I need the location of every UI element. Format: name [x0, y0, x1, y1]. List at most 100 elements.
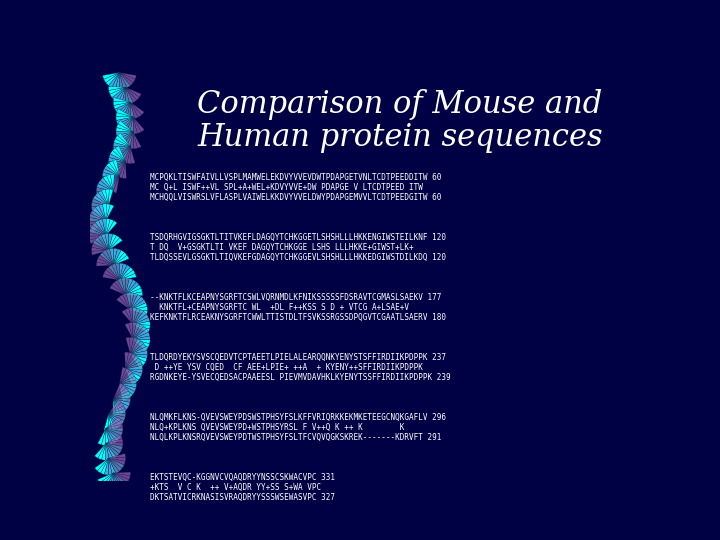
Wedge shape: [113, 102, 130, 105]
Wedge shape: [108, 414, 112, 430]
Wedge shape: [120, 380, 137, 384]
Wedge shape: [116, 131, 133, 136]
Wedge shape: [118, 87, 125, 104]
Wedge shape: [106, 428, 123, 432]
Wedge shape: [98, 235, 109, 251]
Wedge shape: [113, 248, 117, 265]
Wedge shape: [100, 191, 113, 205]
Wedge shape: [130, 293, 134, 310]
Wedge shape: [130, 296, 144, 310]
Wedge shape: [122, 132, 133, 147]
Wedge shape: [109, 161, 125, 169]
Wedge shape: [96, 262, 113, 266]
Wedge shape: [125, 285, 141, 295]
Wedge shape: [133, 326, 146, 340]
Wedge shape: [113, 399, 124, 414]
Wedge shape: [93, 195, 109, 206]
Wedge shape: [113, 473, 127, 486]
Wedge shape: [120, 265, 130, 280]
Wedge shape: [114, 280, 125, 295]
Wedge shape: [133, 318, 150, 325]
Wedge shape: [89, 214, 106, 221]
Wedge shape: [109, 248, 114, 265]
Wedge shape: [126, 293, 130, 310]
Wedge shape: [106, 473, 113, 489]
Wedge shape: [109, 189, 113, 206]
Wedge shape: [125, 308, 133, 325]
Wedge shape: [109, 414, 122, 427]
Wedge shape: [130, 147, 135, 164]
Wedge shape: [129, 308, 133, 325]
Wedge shape: [130, 338, 138, 354]
Wedge shape: [94, 206, 109, 217]
Wedge shape: [117, 117, 133, 124]
Wedge shape: [117, 124, 133, 132]
Wedge shape: [120, 376, 136, 384]
Wedge shape: [130, 343, 145, 354]
Wedge shape: [102, 204, 107, 221]
Wedge shape: [120, 273, 136, 280]
Wedge shape: [106, 443, 122, 450]
Wedge shape: [98, 191, 113, 202]
Wedge shape: [112, 148, 125, 161]
Wedge shape: [133, 323, 140, 340]
Wedge shape: [101, 234, 109, 251]
Wedge shape: [116, 117, 133, 120]
Wedge shape: [104, 72, 120, 83]
Wedge shape: [120, 367, 126, 384]
Wedge shape: [106, 428, 113, 445]
Wedge shape: [113, 473, 130, 480]
Wedge shape: [120, 72, 135, 83]
Text: D ++YE YSV CQED  CF AEE+LPIE+ ++A  + KYENY++SFFIRDIIKPDPPK: D ++YE YSV CQED CF AEE+LPIE+ ++A + KYENY…: [150, 363, 423, 372]
Wedge shape: [130, 354, 145, 366]
Wedge shape: [130, 341, 143, 354]
Wedge shape: [104, 414, 109, 430]
Wedge shape: [125, 278, 130, 295]
Wedge shape: [122, 87, 126, 104]
Wedge shape: [130, 354, 147, 362]
Wedge shape: [109, 161, 125, 165]
Wedge shape: [96, 184, 113, 191]
Wedge shape: [113, 399, 127, 412]
Wedge shape: [91, 210, 106, 221]
Wedge shape: [113, 249, 121, 265]
Wedge shape: [89, 221, 106, 225]
Wedge shape: [116, 127, 133, 132]
Wedge shape: [117, 117, 133, 127]
Wedge shape: [110, 174, 114, 191]
Wedge shape: [125, 359, 141, 369]
Wedge shape: [125, 87, 137, 103]
Wedge shape: [125, 292, 143, 296]
Wedge shape: [96, 191, 113, 195]
Wedge shape: [100, 178, 113, 191]
Wedge shape: [133, 329, 148, 340]
Wedge shape: [109, 458, 124, 468]
Wedge shape: [125, 366, 143, 369]
Wedge shape: [109, 409, 125, 414]
Wedge shape: [106, 219, 114, 235]
Wedge shape: [120, 373, 135, 384]
Wedge shape: [102, 443, 106, 460]
Text: KNKTFL+CEAPNYSGRFTC WL  +DL F++KSS S D + VTCG A+LSAE+V: KNKTFL+CEAPNYSGRFTC WL +DL F++KSS S D + …: [150, 303, 410, 312]
Wedge shape: [106, 204, 110, 221]
Wedge shape: [125, 279, 133, 295]
Wedge shape: [125, 369, 143, 373]
Wedge shape: [113, 98, 130, 102]
Wedge shape: [120, 72, 136, 79]
Wedge shape: [109, 458, 122, 471]
Text: NLQ+KPLKNS QVEVSWEYPD+WSTPHSYRSL F V++Q K ++ K        K: NLQ+KPLKNS QVEVSWEYPD+WSTPHSYRSL F V++Q …: [150, 423, 405, 432]
Wedge shape: [125, 362, 142, 369]
Wedge shape: [126, 117, 133, 133]
Wedge shape: [130, 339, 141, 354]
Wedge shape: [109, 234, 117, 251]
Wedge shape: [95, 237, 109, 251]
Wedge shape: [120, 264, 127, 280]
Wedge shape: [109, 154, 125, 161]
Wedge shape: [125, 87, 130, 104]
Wedge shape: [91, 202, 109, 206]
Wedge shape: [117, 132, 133, 143]
Wedge shape: [92, 199, 109, 206]
Wedge shape: [113, 143, 130, 147]
Wedge shape: [92, 222, 106, 235]
Wedge shape: [93, 240, 109, 251]
